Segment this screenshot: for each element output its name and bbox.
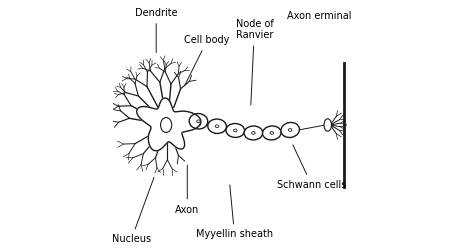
Text: Axon erminal: Axon erminal [287, 10, 351, 20]
Ellipse shape [161, 118, 172, 132]
Text: Myyellin sheath: Myyellin sheath [196, 185, 273, 240]
Text: Nucleus: Nucleus [112, 177, 154, 244]
Text: Schwann cells: Schwann cells [277, 145, 346, 190]
Ellipse shape [234, 129, 237, 132]
Text: Dendrite: Dendrite [135, 8, 178, 52]
Ellipse shape [215, 125, 219, 128]
Ellipse shape [226, 124, 245, 138]
Ellipse shape [270, 132, 273, 134]
Text: Axon: Axon [175, 165, 200, 214]
Ellipse shape [252, 132, 255, 134]
Ellipse shape [208, 119, 227, 134]
Ellipse shape [244, 126, 263, 140]
Text: Node of
Ranvier: Node of Ranvier [236, 19, 273, 105]
Ellipse shape [281, 122, 300, 138]
Ellipse shape [189, 114, 208, 129]
Ellipse shape [289, 128, 292, 131]
Text: Cell body: Cell body [184, 36, 230, 85]
Ellipse shape [197, 120, 200, 123]
Polygon shape [137, 98, 201, 151]
Ellipse shape [263, 126, 281, 140]
Ellipse shape [324, 119, 331, 131]
